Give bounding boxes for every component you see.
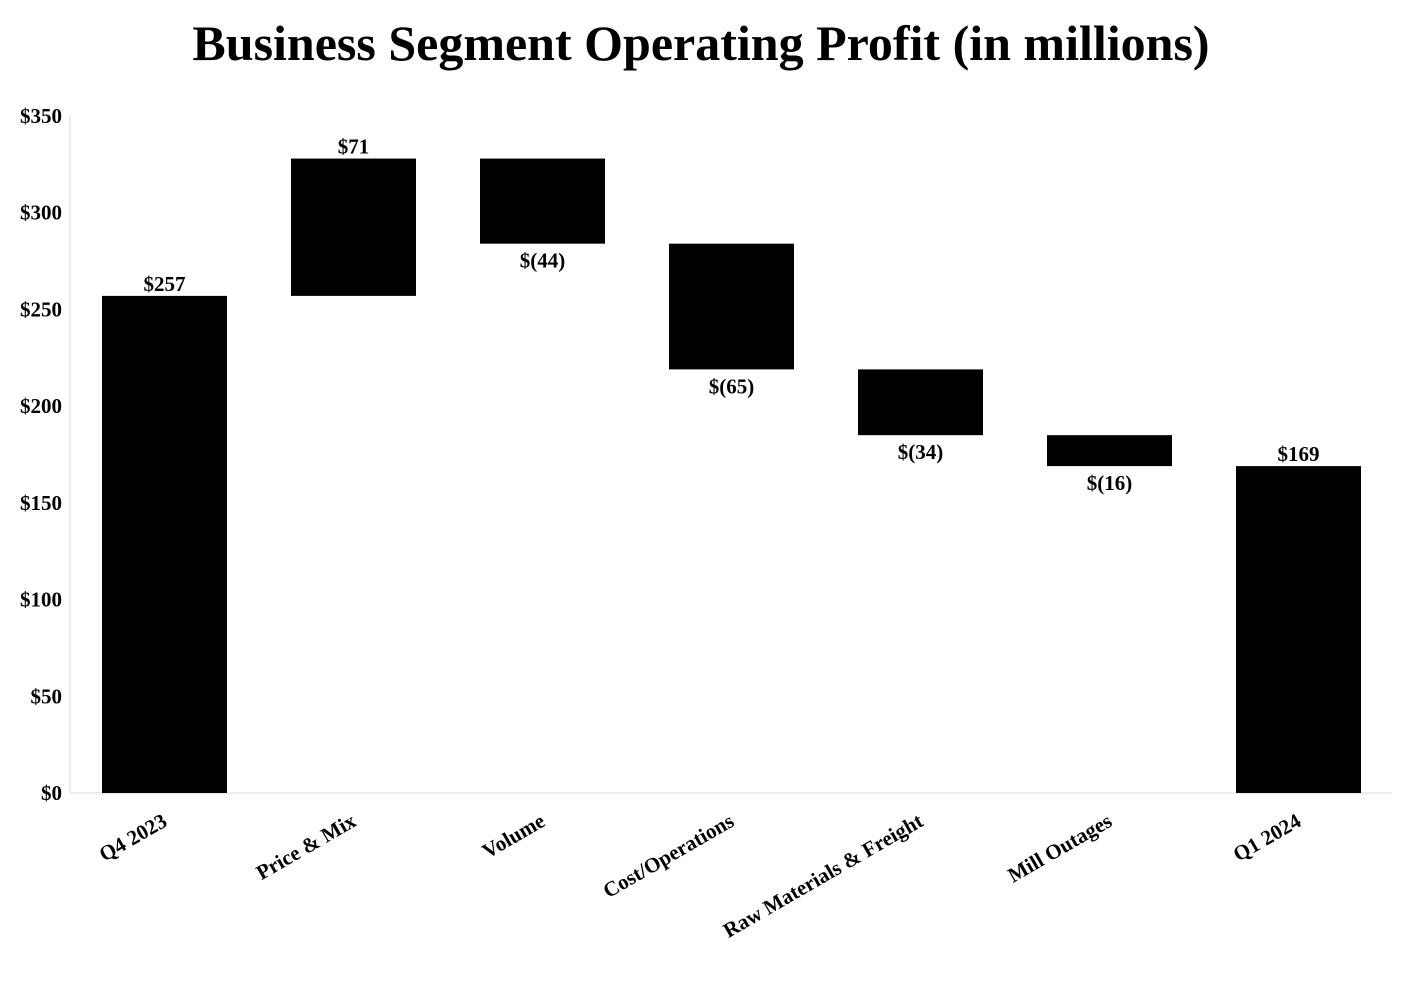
y-tick-label: $100	[20, 588, 62, 612]
data-label: $(16)	[1087, 471, 1133, 495]
x-tick-label: Mill Outages	[1003, 809, 1116, 888]
bar	[291, 158, 416, 296]
x-tick-label: Raw Materials & Freight	[719, 809, 927, 943]
bar	[102, 295, 227, 793]
y-tick-label: $350	[20, 104, 62, 128]
x-tick-label: Q4 2023	[95, 809, 171, 867]
bar	[669, 243, 794, 370]
bar	[1047, 435, 1172, 467]
bar	[1236, 466, 1361, 793]
x-tick-label: Price & Mix	[252, 808, 360, 884]
data-label: $71	[338, 135, 370, 159]
data-label: $(44)	[520, 249, 566, 273]
chart-title: Business Segment Operating Profit (in mi…	[192, 15, 1209, 71]
data-label: $257	[144, 272, 186, 296]
y-tick-label: $150	[20, 491, 62, 515]
data-label: $(65)	[709, 374, 755, 398]
y-tick-label: $50	[31, 684, 63, 708]
y-tick-label: $250	[20, 297, 62, 321]
data-label: $(34)	[898, 440, 944, 464]
bar	[480, 158, 605, 244]
y-tick-label: $300	[20, 201, 62, 225]
y-tick-label: $0	[41, 781, 62, 805]
y-tick-label: $200	[20, 394, 62, 418]
data-label: $169	[1278, 442, 1320, 466]
bar	[858, 369, 983, 436]
x-tick-label: Cost/Operations	[599, 809, 738, 903]
x-tick-label: Q1 2024	[1229, 808, 1306, 866]
x-tick-label: Volume	[478, 809, 549, 864]
